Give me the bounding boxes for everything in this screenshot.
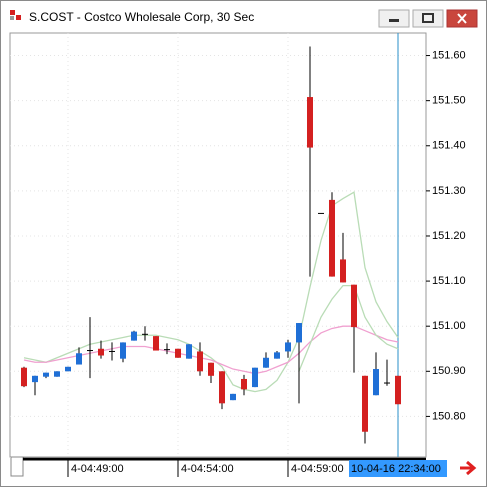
candle-body <box>362 375 368 432</box>
candle-body <box>307 97 313 148</box>
candle-body <box>373 369 379 396</box>
candle-body <box>252 367 258 388</box>
y-tick-label: 151.40 <box>432 140 466 152</box>
x-tick-label: 4-04:59:00 <box>291 463 344 475</box>
overlay-line <box>298 284 399 372</box>
x-tick-label: 4-04:49:00 <box>71 463 124 475</box>
y-tick-label: 151.00 <box>432 320 466 332</box>
time-axis <box>10 457 426 477</box>
candle-body <box>263 357 269 368</box>
minimize-button[interactable] <box>378 9 410 28</box>
candle-body <box>21 367 27 387</box>
candle-body <box>197 351 203 372</box>
candle-body <box>285 342 291 352</box>
candle-body <box>131 331 137 341</box>
candle-body <box>340 259 346 283</box>
crosshair-label: 10-04-16 22:34:00 <box>351 463 441 475</box>
y-tick-label: 151.10 <box>432 275 466 287</box>
candle-body <box>186 344 192 359</box>
maximize-button[interactable] <box>412 9 444 28</box>
overlay-line <box>23 325 399 375</box>
crosshair-label-bg <box>349 460 447 477</box>
candle-body <box>54 371 60 377</box>
candle-body <box>318 212 324 214</box>
candle-body <box>153 336 159 351</box>
candle-body <box>274 352 280 359</box>
x-tick-label: 4-04:54:00 <box>181 463 234 475</box>
candle-body <box>296 323 302 343</box>
candle-body <box>230 393 236 401</box>
overlay-line <box>23 191 399 393</box>
candle-body <box>87 350 93 352</box>
candle-body <box>384 382 390 384</box>
candle-body <box>164 349 170 351</box>
candle-body <box>32 375 38 383</box>
scroll-handle[interactable] <box>10 456 24 477</box>
candle-body <box>120 342 126 359</box>
y-tick-label: 151.30 <box>432 185 466 197</box>
candle-body <box>351 284 357 328</box>
candle-body <box>98 348 104 356</box>
window-title: S.COST - Costco Wholesale Corp, 30 Sec <box>29 10 254 24</box>
candle-body <box>65 366 71 372</box>
candle-body <box>208 362 214 376</box>
candle-body <box>43 372 49 377</box>
candle-body <box>395 375 401 405</box>
y-tick-label: 151.50 <box>432 95 466 107</box>
candle-body <box>142 333 148 335</box>
close-button[interactable] <box>446 9 478 28</box>
y-tick-label: 151.60 <box>432 49 466 61</box>
candle-body <box>329 199 335 277</box>
candle-body <box>175 348 181 358</box>
scroll-right-arrow[interactable] <box>460 460 477 476</box>
y-tick-label: 151.20 <box>432 230 466 242</box>
candle-body <box>109 350 115 352</box>
y-tick-label: 150.80 <box>432 410 466 422</box>
app-icon <box>10 10 21 20</box>
candle-body <box>241 378 247 390</box>
candle-body <box>219 371 225 404</box>
y-tick-label: 150.90 <box>432 365 466 377</box>
candle-body <box>76 353 82 365</box>
